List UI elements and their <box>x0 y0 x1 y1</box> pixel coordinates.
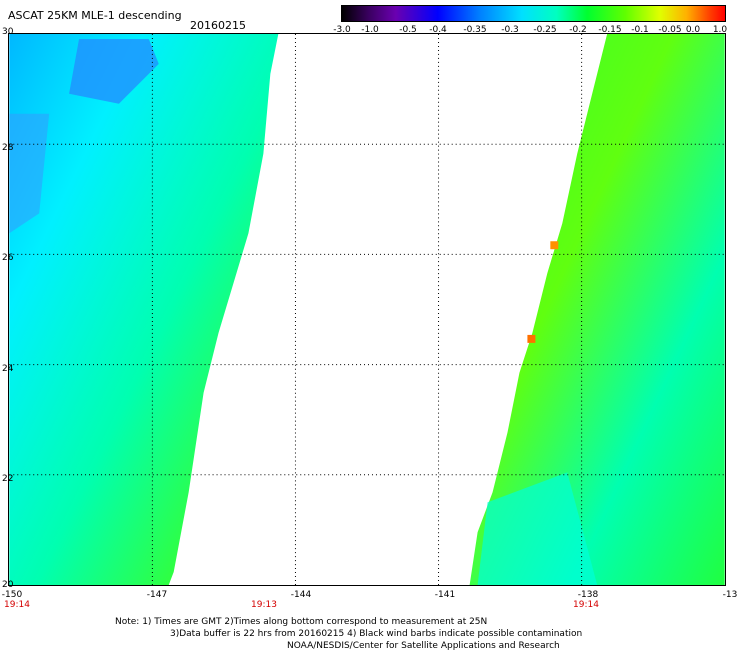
note-line-2: 3)Data buffer is 22 hrs from 20160215 4)… <box>170 629 583 639</box>
note-line-1: Note: 1) Times are GMT 2)Times along bot… <box>115 617 488 627</box>
colorbar-label: -0.05 <box>658 25 682 35</box>
colorbar-label: -0.2 <box>569 25 587 35</box>
lon-label: -13 <box>722 590 738 600</box>
colorbar-label: -0.1 <box>631 25 649 35</box>
swath-right-cyan-patch <box>477 472 598 585</box>
swath-left-blue-patch <box>9 113 50 234</box>
lat-label: 20 <box>2 580 14 590</box>
swath-right-orange-pixel <box>550 241 559 250</box>
product-title: ASCAT 25KM MLE-1 descending <box>8 9 182 22</box>
colorbar-label: -0.35 <box>463 25 487 35</box>
lon-label: -141 <box>434 590 456 600</box>
lat-label: 24 <box>2 364 14 374</box>
scatterometer-map <box>8 33 726 586</box>
lat-label: 28 <box>2 143 14 153</box>
colorbar-label: -3.0 <box>333 25 351 35</box>
note-line-3: NOAA/NESDIS/Center for Satellite Applica… <box>287 641 560 651</box>
pass-time: 19:14 <box>573 600 599 610</box>
pass-time: 19:14 <box>4 600 30 610</box>
swath-right-orange-pixel <box>527 334 536 343</box>
lon-label: -147 <box>146 590 168 600</box>
colorbar-label: 1.0 <box>712 25 728 35</box>
pass-time: 19:13 <box>251 600 277 610</box>
lon-label: -150 <box>1 590 23 600</box>
product-date: 20160215 <box>190 19 246 32</box>
colorbar <box>341 5 726 22</box>
colorbar-label: -0.25 <box>533 25 557 35</box>
lon-label: -144 <box>290 590 312 600</box>
colorbar-label: -0.4 <box>429 25 447 35</box>
colorbar-label: -0.15 <box>598 25 622 35</box>
colorbar-label: -1.0 <box>361 25 379 35</box>
lat-label: 30 <box>2 27 14 37</box>
colorbar-label: -0.5 <box>399 25 417 35</box>
lon-label: -138 <box>577 590 599 600</box>
colorbar-label: -0.3 <box>501 25 519 35</box>
swath-left <box>9 34 279 585</box>
colorbar-label: 0.0 <box>685 25 701 35</box>
swath-right <box>469 34 725 585</box>
lat-label: 22 <box>2 474 14 484</box>
lat-label: 26 <box>2 253 14 263</box>
swath-left-blue-patch <box>69 38 159 104</box>
